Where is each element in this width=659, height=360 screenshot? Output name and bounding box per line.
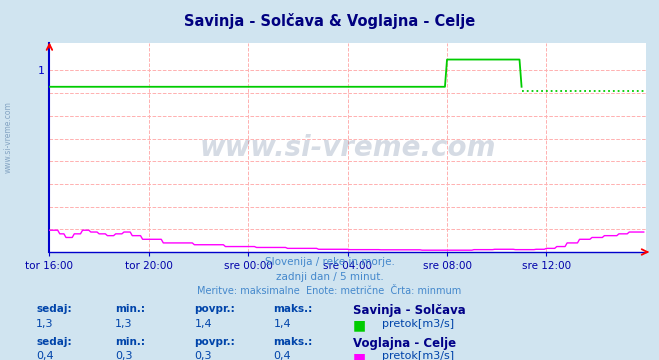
Text: 0,4: 0,4 [273, 351, 291, 360]
Text: www.si-vreme.com: www.si-vreme.com [200, 134, 496, 162]
Text: pretok[m3/s]: pretok[m3/s] [382, 351, 454, 360]
Text: Meritve: maksimalne  Enote: metrične  Črta: minmum: Meritve: maksimalne Enote: metrične Črta… [198, 286, 461, 296]
Text: zadnji dan / 5 minut.: zadnji dan / 5 minut. [275, 272, 384, 282]
Text: 0,3: 0,3 [194, 351, 212, 360]
Text: sedaj:: sedaj: [36, 337, 72, 347]
Text: min.:: min.: [115, 304, 146, 314]
Text: maks.:: maks.: [273, 304, 313, 314]
Text: maks.:: maks.: [273, 337, 313, 347]
Text: 1,4: 1,4 [194, 319, 212, 329]
Text: povpr.:: povpr.: [194, 337, 235, 347]
Text: min.:: min.: [115, 337, 146, 347]
Text: Savinja - Solčava: Savinja - Solčava [353, 304, 465, 317]
Text: 0,3: 0,3 [115, 351, 133, 360]
Text: 1,3: 1,3 [115, 319, 133, 329]
Text: Voglajna - Celje: Voglajna - Celje [353, 337, 455, 350]
Text: 1,4: 1,4 [273, 319, 291, 329]
Text: 0,4: 0,4 [36, 351, 54, 360]
Text: povpr.:: povpr.: [194, 304, 235, 314]
Text: pretok[m3/s]: pretok[m3/s] [382, 319, 454, 329]
Text: 1,3: 1,3 [36, 319, 54, 329]
Text: Savinja - Solčava & Voglajna - Celje: Savinja - Solčava & Voglajna - Celje [184, 13, 475, 28]
Text: ■: ■ [353, 319, 366, 333]
Text: www.si-vreme.com: www.si-vreme.com [3, 101, 13, 173]
Text: ■: ■ [353, 351, 366, 360]
Text: Slovenija / reke in morje.: Slovenija / reke in morje. [264, 257, 395, 267]
Text: sedaj:: sedaj: [36, 304, 72, 314]
